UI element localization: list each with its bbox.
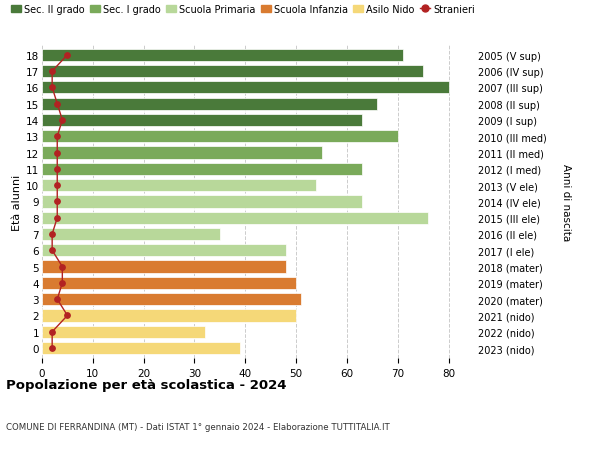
Bar — [42, 196, 362, 208]
Text: COMUNE DI FERRANDINA (MT) - Dati ISTAT 1° gennaio 2024 - Elaborazione TUTTITALIA: COMUNE DI FERRANDINA (MT) - Dati ISTAT 1… — [6, 422, 390, 431]
Point — [52, 101, 62, 108]
Bar — [42, 131, 398, 143]
Bar — [42, 261, 286, 273]
Bar — [42, 66, 423, 78]
Point — [52, 133, 62, 140]
Bar — [42, 98, 377, 111]
Bar — [42, 342, 240, 354]
Legend: Sec. II grado, Sec. I grado, Scuola Primaria, Scuola Infanzia, Asilo Nido, Stran: Sec. II grado, Sec. I grado, Scuola Prim… — [11, 5, 475, 15]
Bar — [42, 310, 296, 322]
Point — [52, 150, 62, 157]
Bar — [42, 326, 205, 338]
Point — [58, 280, 67, 287]
Point — [47, 328, 57, 336]
Bar — [42, 293, 301, 306]
Point — [47, 84, 57, 92]
Text: Popolazione per età scolastica - 2024: Popolazione per età scolastica - 2024 — [6, 379, 287, 392]
Y-axis label: Anni di nascita: Anni di nascita — [561, 163, 571, 241]
Bar — [42, 245, 286, 257]
Point — [47, 247, 57, 254]
Bar — [42, 163, 362, 175]
Point — [52, 198, 62, 206]
Point — [47, 345, 57, 352]
Point — [52, 182, 62, 190]
Bar — [42, 115, 362, 127]
Bar — [42, 212, 428, 224]
Bar — [42, 179, 316, 192]
Bar — [42, 147, 322, 159]
Point — [52, 296, 62, 303]
Point — [47, 68, 57, 76]
Point — [52, 214, 62, 222]
Y-axis label: Età alunni: Età alunni — [12, 174, 22, 230]
Bar — [42, 277, 296, 289]
Point — [62, 52, 72, 59]
Point — [58, 117, 67, 124]
Point — [58, 263, 67, 271]
Point — [47, 231, 57, 238]
Bar — [42, 229, 220, 241]
Bar — [42, 82, 449, 94]
Point — [52, 166, 62, 173]
Point — [62, 312, 72, 319]
Bar — [42, 50, 403, 62]
